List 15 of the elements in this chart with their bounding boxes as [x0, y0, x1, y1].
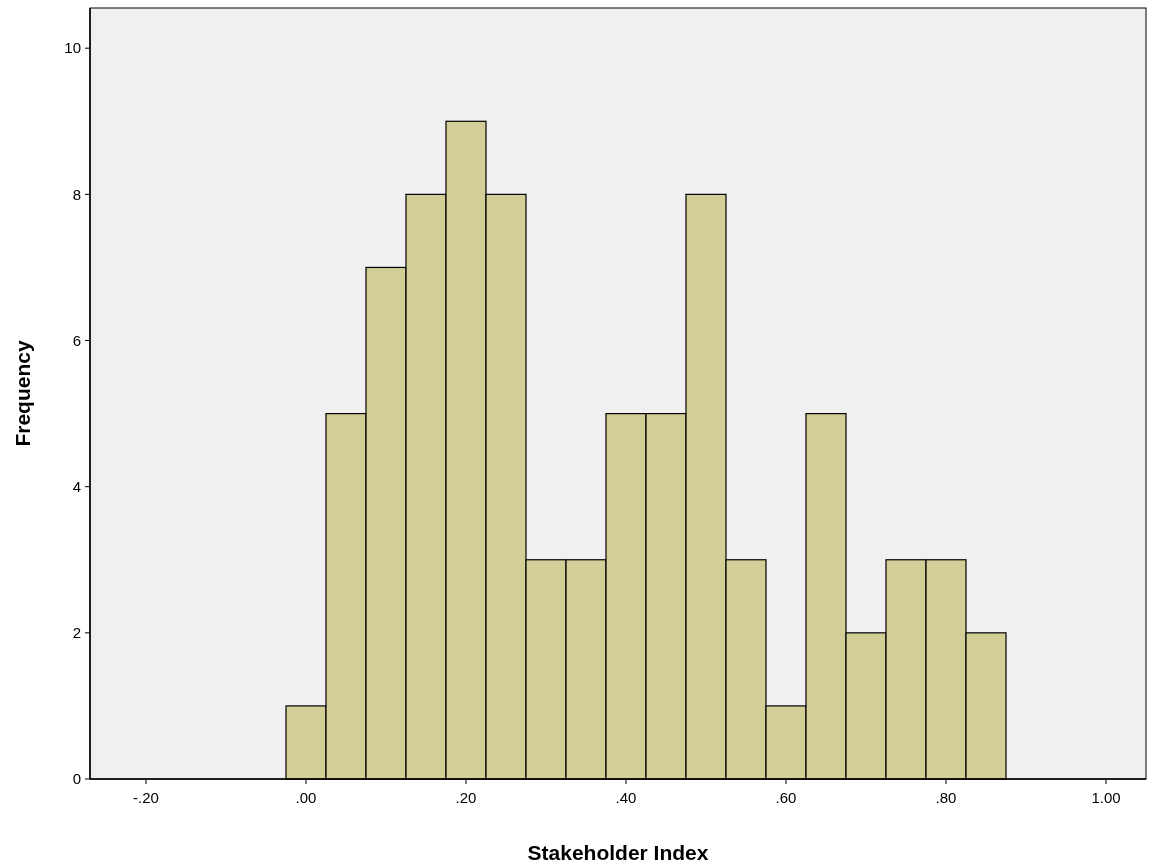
x-axis-title: Stakeholder Index: [527, 841, 709, 864]
x-tick-label: .40: [615, 789, 637, 806]
x-tick-label: .80: [935, 789, 957, 806]
x-tick-label: .20: [455, 789, 477, 806]
x-tick-label: 1.00: [1091, 789, 1121, 806]
x-tick-label: -.20: [133, 789, 159, 806]
y-tick-label: 6: [72, 331, 81, 349]
y-axis-title: Frequency: [11, 340, 34, 447]
y-tick-label: 4: [72, 477, 81, 495]
x-tick-label: .60: [775, 789, 797, 806]
y-tick-label: 10: [64, 39, 81, 57]
y-tick-label: 0: [72, 770, 81, 788]
y-tick-label: 8: [72, 185, 81, 203]
x-tick-label: .00: [295, 789, 317, 806]
y-tick-label: 2: [72, 624, 81, 642]
